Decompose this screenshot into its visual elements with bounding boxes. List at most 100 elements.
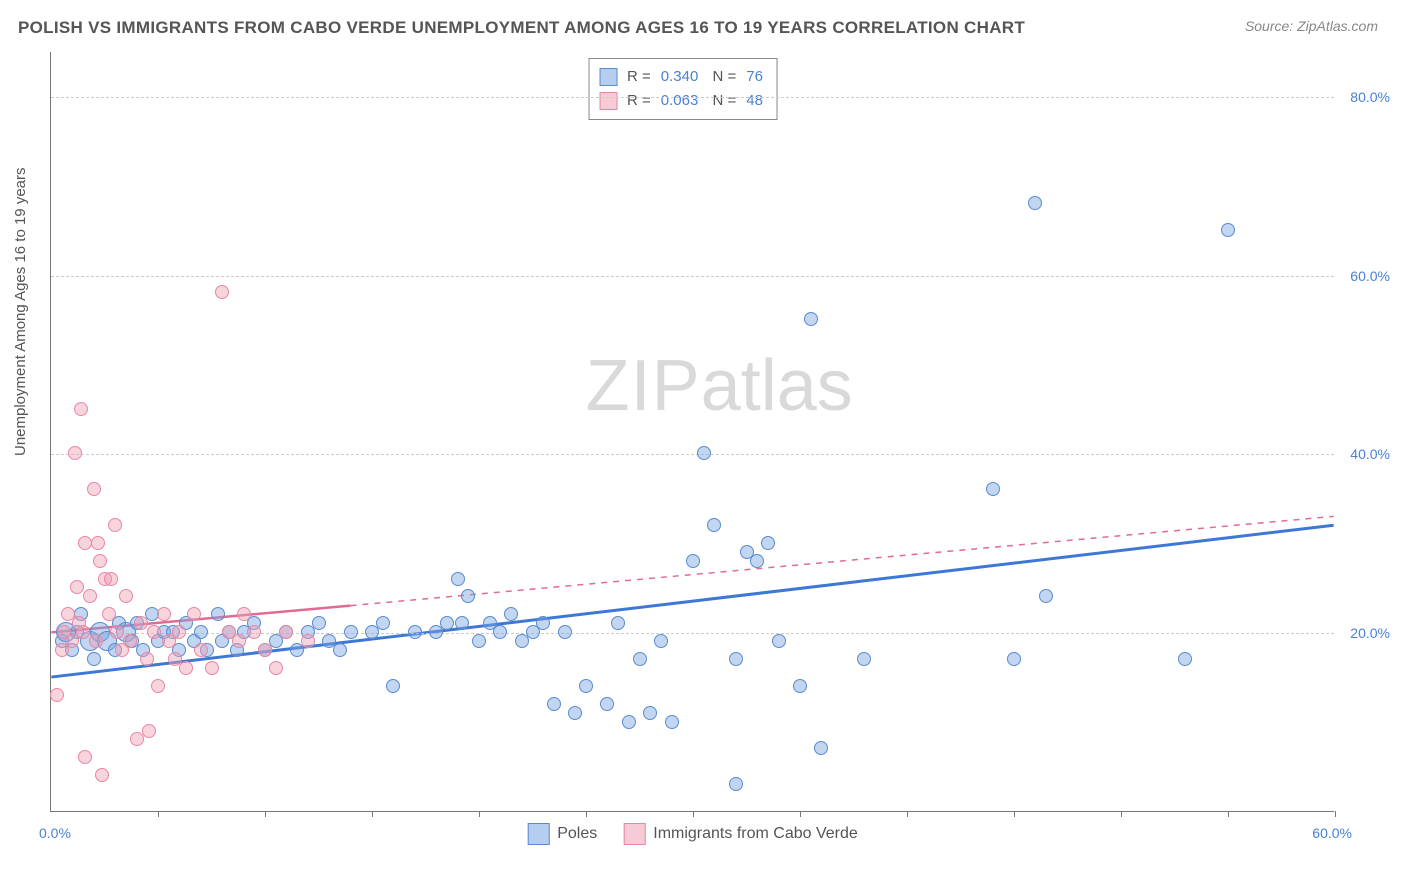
data-point	[707, 518, 721, 532]
data-point	[78, 750, 92, 764]
data-point	[547, 697, 561, 711]
x-tick	[158, 811, 159, 817]
data-point	[68, 446, 82, 460]
data-point	[1039, 589, 1053, 603]
category-legend: Poles Immigrants from Cabo Verde	[527, 823, 858, 845]
data-point	[123, 634, 137, 648]
data-point	[70, 580, 84, 594]
data-point	[654, 634, 668, 648]
data-point	[1221, 223, 1235, 237]
data-point	[804, 312, 818, 326]
data-point	[237, 607, 251, 621]
data-point	[986, 482, 1000, 496]
data-point	[408, 625, 422, 639]
data-point	[729, 652, 743, 666]
stats-row-cabo-verde: R =0.063 N =48	[599, 89, 763, 113]
y-tick-label: 20.0%	[1350, 625, 1390, 641]
data-point	[750, 554, 764, 568]
data-point	[194, 625, 208, 639]
x-tick	[479, 811, 480, 817]
x-axis-min-label: 0.0%	[39, 825, 71, 841]
stats-row-poles: R =0.340 N =76	[599, 65, 763, 89]
data-point	[102, 607, 116, 621]
data-point	[172, 625, 186, 639]
x-tick	[1121, 811, 1122, 817]
data-point	[134, 616, 148, 630]
chart-container: Unemployment Among Ages 16 to 19 years Z…	[22, 46, 1382, 854]
x-tick	[693, 811, 694, 817]
source-attribution: Source: ZipAtlas.com	[1245, 18, 1378, 34]
data-point	[633, 652, 647, 666]
gridline	[51, 454, 1334, 455]
data-point	[493, 625, 507, 639]
data-point	[95, 768, 109, 782]
data-point	[205, 661, 219, 675]
watermark: ZIPatlas	[586, 345, 853, 427]
data-point	[119, 589, 133, 603]
data-point	[157, 607, 171, 621]
data-point	[333, 643, 347, 657]
data-point	[536, 616, 550, 630]
data-point	[761, 536, 775, 550]
data-point	[472, 634, 486, 648]
x-tick	[372, 811, 373, 817]
data-point	[686, 554, 700, 568]
y-tick-label: 40.0%	[1350, 446, 1390, 462]
data-point	[622, 715, 636, 729]
data-point	[104, 572, 118, 586]
data-point	[1028, 196, 1042, 210]
x-tick	[586, 811, 587, 817]
trend-lines	[51, 52, 1334, 811]
data-point	[814, 741, 828, 755]
x-tick	[1014, 811, 1015, 817]
gridline	[51, 276, 1334, 277]
data-point	[130, 732, 144, 746]
data-point	[76, 625, 90, 639]
legend-item-cabo-verde: Immigrants from Cabo Verde	[623, 823, 858, 845]
data-point	[600, 697, 614, 711]
data-point	[611, 616, 625, 630]
data-point	[568, 706, 582, 720]
data-point	[1178, 652, 1192, 666]
data-point	[440, 616, 454, 630]
data-point	[665, 715, 679, 729]
data-point	[269, 661, 283, 675]
data-point	[187, 607, 201, 621]
stats-legend: R =0.340 N =76 R =0.063 N =48	[588, 58, 778, 120]
data-point	[232, 634, 246, 648]
gridline	[51, 97, 1334, 98]
swatch-pink-icon	[599, 92, 617, 110]
data-point	[194, 643, 208, 657]
data-point	[91, 536, 105, 550]
data-point	[147, 625, 161, 639]
data-point	[108, 518, 122, 532]
data-point	[451, 572, 465, 586]
data-point	[579, 679, 593, 693]
data-point	[87, 652, 101, 666]
data-point	[93, 554, 107, 568]
data-point	[697, 446, 711, 460]
data-point	[87, 482, 101, 496]
data-point	[376, 616, 390, 630]
y-tick-label: 60.0%	[1350, 268, 1390, 284]
swatch-pink-icon	[623, 823, 645, 845]
plot-area: ZIPatlas R =0.340 N =76 R =0.063 N =48 0…	[50, 52, 1334, 812]
data-point	[793, 679, 807, 693]
data-point	[258, 643, 272, 657]
data-point	[83, 589, 97, 603]
y-axis-label: Unemployment Among Ages 16 to 19 years	[12, 167, 29, 456]
data-point	[504, 607, 518, 621]
data-point	[179, 661, 193, 675]
data-point	[211, 607, 225, 621]
x-axis-max-label: 60.0%	[1312, 825, 1352, 841]
data-point	[151, 679, 165, 693]
data-point	[247, 625, 261, 639]
data-point	[142, 724, 156, 738]
data-point	[643, 706, 657, 720]
data-point	[301, 634, 315, 648]
data-point	[1007, 652, 1021, 666]
data-point	[279, 625, 293, 639]
x-tick	[265, 811, 266, 817]
y-tick-label: 80.0%	[1350, 89, 1390, 105]
data-point	[312, 616, 326, 630]
